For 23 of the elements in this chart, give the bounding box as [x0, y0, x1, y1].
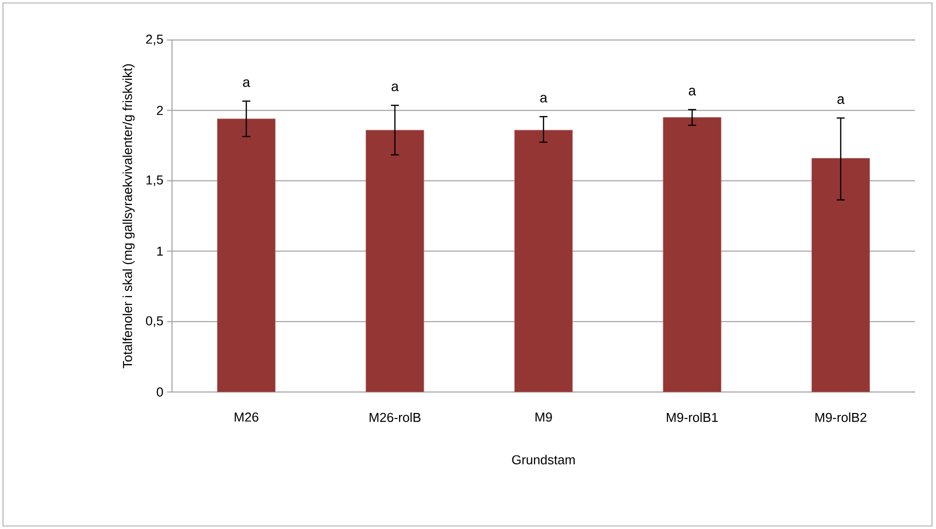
x-axis-title: Grundstam	[512, 454, 575, 464]
annotation: a	[392, 84, 399, 92]
x-tick-label: M9	[536, 412, 552, 422]
y-axis-title: Totalfenoler i skal (mg gallsyraekvivalenter/g friskvikt)	[122, 64, 135, 368]
annotation: a	[243, 79, 250, 88]
y-tick-label: 2,5	[146, 34, 163, 46]
bar	[812, 158, 870, 392]
y-tick-label: 0	[156, 387, 163, 397]
x-tick-label: M26-rolB	[370, 412, 420, 422]
bar	[662, 117, 722, 392]
bar	[217, 118, 276, 392]
annotation: a	[540, 94, 548, 103]
y-tick-label: 2	[156, 106, 163, 115]
annotation: a	[837, 96, 845, 104]
y-tick-label: 1,5	[146, 176, 163, 186]
x-tick-label: M9-rolB1	[666, 412, 718, 422]
bar	[514, 130, 573, 392]
annotation: a	[688, 88, 696, 96]
y-tick-label: 0,5	[146, 316, 163, 327]
x-tick-label: M9-rolB2	[816, 412, 866, 422]
y-tick-label: 1	[157, 246, 163, 256]
bar	[366, 130, 424, 392]
x-tick-label: M26	[234, 412, 258, 422]
